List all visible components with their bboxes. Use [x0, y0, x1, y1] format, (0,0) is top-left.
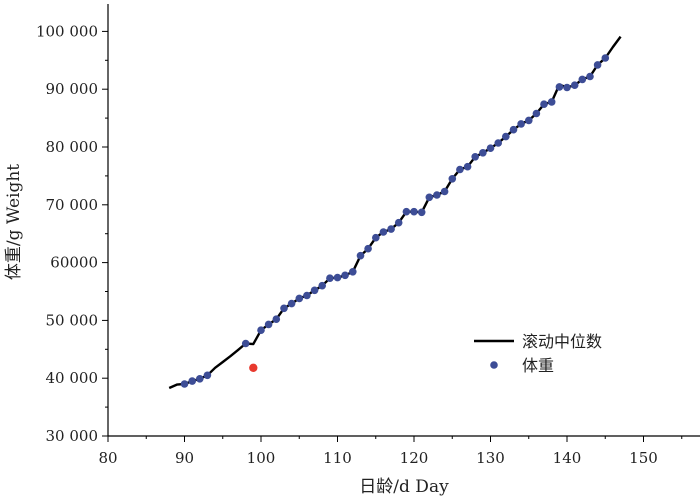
x-axis-ticks: 80 90 100 110 120 130 140 150: [98, 436, 683, 467]
y-tick-label: 30 000: [46, 427, 99, 445]
weight-point: [349, 268, 357, 276]
weight-point: [326, 274, 334, 283]
y-tick-label: 90 000: [46, 80, 99, 98]
y-tick-label: 50 000: [46, 311, 99, 329]
weight-point: [471, 153, 480, 161]
weight-point: [203, 371, 212, 380]
x-tick-label: 90: [175, 449, 194, 467]
weight-point: [463, 162, 472, 171]
weight-point: [456, 165, 464, 174]
outlier-point: [249, 363, 258, 372]
weight-point: [532, 109, 541, 118]
weight-point: [257, 326, 265, 335]
weight-point: [196, 375, 204, 383]
weight-point: [272, 315, 281, 324]
weight-point: [318, 281, 327, 290]
weight-point: [333, 273, 342, 282]
y-tick-label: 100 000: [36, 22, 98, 40]
weight-point: [433, 191, 441, 199]
x-tick-label: 100: [247, 449, 276, 467]
weight-point: [280, 304, 288, 313]
legend: 滚动中位数 体重: [474, 332, 602, 375]
weight-point: [593, 61, 602, 69]
y-tick-label: 40 000: [46, 369, 99, 387]
legend-dot-swatch: [490, 361, 498, 369]
y-tick-label: 80 000: [46, 138, 99, 156]
weight-point: [540, 100, 548, 108]
weight-point: [372, 233, 380, 242]
x-tick-label: 140: [553, 449, 582, 467]
weight-point: [356, 251, 365, 260]
weight-point: [570, 81, 579, 89]
weight-point: [188, 377, 196, 385]
x-tick-label: 130: [476, 449, 505, 467]
weight-point: [479, 149, 487, 157]
weight-point: [295, 294, 304, 303]
weight-point: [387, 225, 395, 233]
weight-point: [563, 83, 571, 92]
weight-point: [402, 207, 411, 216]
x-tick-label: 80: [98, 449, 117, 467]
weight-point: [287, 299, 296, 308]
weight-point: [241, 339, 250, 348]
y-axis-ticks: 30 000 40 000 50 000 60000 70 000 80 000 90 00…: [36, 22, 108, 445]
weight-point: [264, 320, 273, 329]
weight-point: [303, 291, 311, 300]
y-tick-label: 60000: [50, 254, 98, 272]
weight-point: [417, 208, 426, 217]
weight-point: [425, 193, 434, 202]
weight-point: [364, 244, 372, 253]
weight-point: [486, 144, 495, 152]
x-tick-label: 150: [629, 449, 658, 467]
x-axis-title: 日龄/d Day: [359, 477, 449, 497]
x-tick-label: 110: [323, 449, 352, 467]
weight-point: [555, 83, 564, 91]
weight-point: [448, 175, 457, 183]
weight-point: [341, 271, 349, 280]
y-axis-title: 体重/g Weight: [4, 164, 24, 280]
legend-label-weight: 体重: [522, 356, 554, 375]
weight-point: [440, 187, 449, 196]
weight-point: [525, 116, 533, 125]
legend-label-median: 滚动中位数: [522, 332, 602, 351]
plot-area: [168, 35, 622, 390]
weight-point: [310, 286, 319, 295]
weight-point: [180, 380, 189, 388]
weight-point: [394, 218, 403, 227]
weight-point: [601, 54, 610, 62]
weight-point: [586, 72, 594, 81]
weight-point: [379, 228, 388, 236]
weight-point: [494, 139, 503, 147]
weight-point: [517, 120, 525, 128]
y-tick-label: 70 000: [46, 196, 99, 214]
weight-point: [509, 125, 518, 134]
weight-point: [410, 207, 418, 216]
weight-point: [578, 75, 587, 84]
x-tick-label: 120: [400, 449, 429, 467]
weight-point: [502, 132, 510, 141]
weight-point: [547, 98, 556, 106]
